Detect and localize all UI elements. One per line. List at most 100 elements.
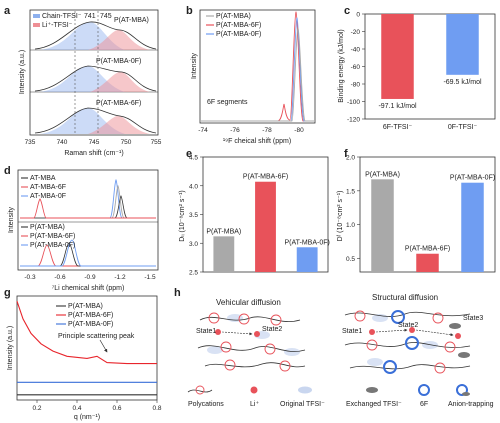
legend-label: Original TFSI⁻ — [280, 401, 325, 408]
polycation-ring — [238, 313, 250, 325]
bar-label: P(AT-MBA-6F) — [405, 246, 450, 253]
polycation-ring — [208, 312, 220, 324]
bar — [371, 179, 394, 272]
polymer-chain — [349, 364, 471, 370]
state-label: State1 — [342, 328, 362, 335]
state-label: State2 — [262, 326, 282, 333]
y-tick: 0 — [356, 12, 360, 19]
x-tick: 0F-TFSI⁻ — [448, 124, 478, 131]
polycation-ring — [444, 341, 456, 353]
tfsi-blob — [207, 346, 223, 354]
six-f-icon — [418, 384, 430, 396]
y-tick: -100 — [347, 99, 360, 106]
panel-letter: d — [4, 165, 11, 177]
polycation-ring — [224, 359, 236, 371]
y-tick: -60 — [351, 64, 361, 71]
x-tick: -80 — [294, 127, 304, 134]
legend-swatch — [33, 14, 40, 18]
x-tick: 735 — [25, 139, 36, 146]
structural-scene: State1 State2 State3 — [342, 310, 483, 374]
curve-p-0f — [20, 239, 156, 267]
bar-label: -69.5 kJ/mol — [443, 79, 482, 86]
state-label: State2 — [398, 322, 418, 329]
panel-letter: c — [344, 5, 350, 17]
polycations-icon — [187, 389, 213, 393]
polycation-ring — [434, 362, 446, 374]
legend-swatch — [33, 23, 40, 27]
anion-trapping-icon-tfsi — [462, 392, 470, 396]
x-tick: -0.6 — [54, 274, 66, 281]
legend-label: Anion-trapping — [448, 401, 494, 408]
curve-label: P(AT-MBA-6F) — [96, 100, 141, 107]
polycation-ring — [264, 343, 276, 355]
six-f-ring — [391, 310, 405, 324]
six-f-ring — [383, 360, 397, 374]
polymer-chain — [344, 311, 471, 317]
marker-label: 745 — [100, 13, 112, 20]
li-tfsi-fill — [90, 71, 150, 92]
legend-label: Chain-TFSI⁻ — [42, 13, 82, 20]
panel-c: c -97.1 kJ/mol-69.5 kJ/mol0-20-40-60-80-… — [338, 5, 496, 132]
polymer-chain — [344, 342, 471, 348]
anion-trapping-icon — [456, 384, 468, 396]
polycation-ring — [279, 360, 291, 372]
polycation-ring — [270, 314, 282, 326]
fit-envelope — [34, 107, 157, 134]
bar-marks: P(AT-MBA) P(AT-MBA-6F) P(AT-MBA-0F) 2.5 3.0 3… — [189, 155, 330, 277]
polycation-ring — [432, 312, 444, 324]
y-tick: -40 — [351, 47, 361, 54]
x-tick: 0.2 — [32, 405, 41, 412]
polycation-ring — [220, 341, 232, 353]
bar-marks: -97.1 kJ/mol -69.5 kJ/mol 0 -20 -40 -60 -80 -10… — [347, 12, 482, 132]
bar — [416, 253, 439, 272]
panel-letter: b — [186, 5, 193, 17]
panel-letter: a — [4, 5, 11, 17]
x-tick: -1.5 — [144, 274, 156, 281]
y-tick: -120 — [347, 117, 360, 124]
polymer-chain — [199, 316, 301, 322]
y-tick: -20 — [351, 29, 361, 36]
bar-label: P(AT-MBA) — [206, 228, 241, 235]
bar-label: P(AT-MBA-6F) — [243, 174, 288, 181]
panel-a: a 741 745 Chain-TFSI⁻ Li⁺-TFSI⁻ P(AT-MBA… — [4, 5, 162, 157]
panel-h: h Vehicular diffusion Structural diffusi… — [174, 287, 494, 408]
li-ion — [254, 331, 260, 337]
polycations-icon-ring — [195, 385, 205, 395]
bar-label: P(AT-MBA-0F) — [450, 175, 495, 182]
legend-label: P(AT-MBA) — [68, 303, 103, 310]
y-tick: 4.5 — [189, 155, 198, 162]
panel-letter: h — [174, 287, 181, 299]
curve-mba — [201, 27, 314, 122]
panel-letter: e — [186, 148, 192, 160]
y-tick: 1.0 — [346, 222, 355, 229]
x-tick: 745 — [89, 139, 100, 146]
li-ion — [455, 333, 461, 339]
x-tick: -0.9 — [84, 274, 96, 281]
bar — [461, 182, 484, 272]
series-line — [16, 301, 157, 365]
legend-label: Exchanged TFSI⁻ — [346, 401, 402, 408]
legend-label: P(AT-MBA-6F) — [216, 22, 261, 29]
bar — [296, 247, 318, 272]
x-tick: 0.4 — [72, 405, 81, 412]
panel-g: g 0.2 0.4 0.6 0.8 P(AT-MBA) P(AT-MBA-6F) P(… — [4, 287, 162, 421]
bar — [381, 14, 414, 99]
y-axis-label: Intensity (a.u.) — [19, 50, 26, 94]
y-tick: 3.0 — [189, 241, 198, 248]
state-label: State3 — [463, 315, 483, 322]
tfsi-blob — [372, 314, 388, 322]
exchanged-tfsi-icon — [366, 387, 378, 393]
y-tick: 2.0 — [346, 155, 355, 162]
li-tfsi-fill — [88, 29, 150, 50]
x-tick: 0.8 — [152, 405, 161, 412]
legend-label: Li⁺-TFSI⁻ — [42, 22, 73, 29]
x-axis-label: ¹⁹F cheical shift (ppm) — [223, 138, 291, 145]
y-axis-label: Dₗᵢ (10⁻⁸cm² s⁻¹) — [179, 190, 186, 242]
curve-0f — [201, 17, 314, 122]
panel-letter: g — [4, 287, 11, 299]
exchanged-tfsi — [449, 323, 461, 329]
bar-label: P(AT-MBA-0F) — [284, 239, 329, 246]
curve-p-mba — [20, 242, 156, 267]
curve-at-dark — [20, 195, 156, 219]
x-tick: 0.6 — [112, 405, 121, 412]
